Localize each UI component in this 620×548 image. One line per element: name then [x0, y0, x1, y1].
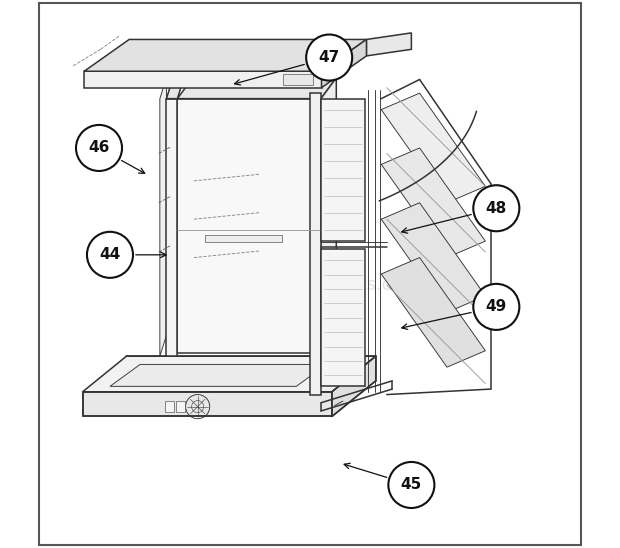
Polygon shape: [321, 249, 365, 386]
Polygon shape: [177, 78, 336, 99]
Polygon shape: [321, 78, 336, 353]
Text: eReplacementParts.com: eReplacementParts.com: [200, 276, 420, 294]
Polygon shape: [366, 33, 412, 56]
Text: 44: 44: [99, 247, 121, 262]
Circle shape: [473, 185, 520, 231]
Polygon shape: [84, 71, 322, 88]
Text: 47: 47: [319, 50, 340, 65]
Polygon shape: [321, 99, 365, 241]
Text: 45: 45: [401, 477, 422, 493]
Text: 49: 49: [485, 299, 507, 315]
Polygon shape: [381, 93, 485, 203]
Text: 46: 46: [88, 140, 110, 156]
Bar: [175, 401, 185, 412]
Polygon shape: [381, 258, 485, 367]
Circle shape: [388, 462, 435, 508]
Circle shape: [87, 232, 133, 278]
Polygon shape: [160, 78, 166, 356]
Polygon shape: [166, 99, 177, 356]
Polygon shape: [82, 392, 332, 416]
Polygon shape: [381, 148, 485, 258]
Polygon shape: [283, 74, 313, 85]
Polygon shape: [310, 93, 321, 395]
Circle shape: [306, 35, 352, 81]
Polygon shape: [177, 99, 321, 353]
Polygon shape: [332, 356, 376, 416]
Polygon shape: [110, 364, 327, 386]
Polygon shape: [84, 39, 366, 71]
Polygon shape: [205, 235, 281, 242]
Text: 48: 48: [485, 201, 507, 216]
Polygon shape: [82, 356, 376, 392]
Bar: [165, 401, 174, 412]
Circle shape: [473, 284, 520, 330]
Polygon shape: [322, 39, 366, 88]
Polygon shape: [381, 203, 485, 312]
Circle shape: [76, 125, 122, 171]
Polygon shape: [166, 78, 184, 99]
